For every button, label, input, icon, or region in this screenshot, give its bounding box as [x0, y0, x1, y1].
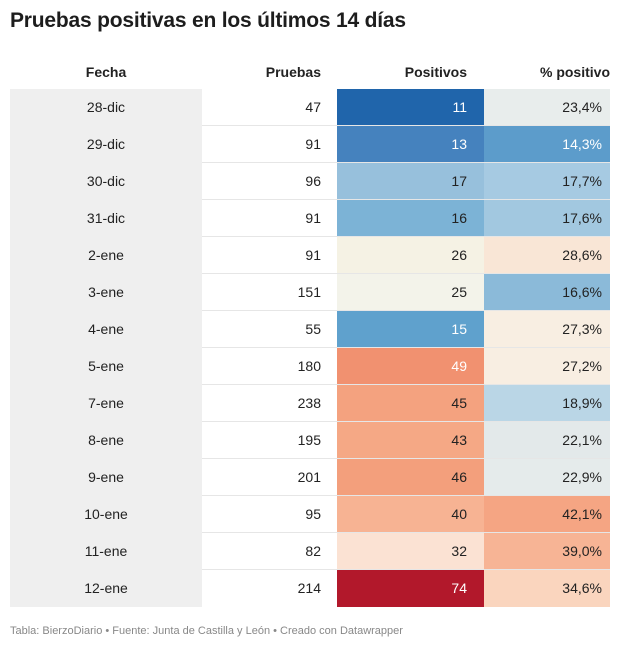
cell-fecha: 5-ene — [10, 348, 202, 385]
cell-fecha: 12-ene — [10, 570, 202, 607]
cell-pct-positivo: 22,1% — [484, 422, 610, 459]
cell-positivos: 32 — [337, 533, 484, 570]
cell-fecha: 29-dic — [10, 126, 202, 163]
cell-pct-positivo: 16,6% — [484, 274, 610, 311]
cell-positivos: 16 — [337, 200, 484, 237]
row-divider — [202, 532, 610, 533]
row-divider — [202, 125, 610, 126]
table-row: 10-ene 95 40 42,1% — [10, 496, 610, 533]
cell-positivos: 11 — [337, 89, 484, 126]
cell-positivos: 43 — [337, 422, 484, 459]
cell-positivos: 13 — [337, 126, 484, 163]
cell-pct-positivo: 22,9% — [484, 459, 610, 496]
header-fecha: Fecha — [85, 64, 127, 80]
cell-positivos: 46 — [337, 459, 484, 496]
footer-source-label: Fuente: Junta de Castilla y León — [112, 625, 271, 637]
cell-pct-positivo: 28,6% — [484, 237, 610, 274]
cell-positivos: 49 — [337, 348, 484, 385]
cell-pruebas: 47 — [305, 99, 321, 115]
cell-fecha: 8-ene — [10, 422, 202, 459]
table-row: 7-ene 238 45 18,9% — [10, 385, 610, 422]
row-divider — [202, 495, 610, 496]
row-divider — [202, 347, 610, 348]
row-divider — [202, 384, 610, 385]
cell-positivos: 26 — [337, 237, 484, 274]
cell-pruebas: 95 — [305, 506, 321, 522]
cell-fecha: 3-ene — [10, 274, 202, 311]
row-divider — [202, 569, 610, 570]
cell-positivos: 45 — [337, 385, 484, 422]
table-row: 12-ene 214 74 34,6% — [10, 570, 610, 607]
table-row: 9-ene 201 46 22,9% — [10, 459, 610, 496]
row-divider — [202, 458, 610, 459]
cell-fecha: 4-ene — [10, 311, 202, 348]
cell-fecha: 2-ene — [10, 237, 202, 274]
cell-fecha: 9-ene — [10, 459, 202, 496]
cell-fecha: 30-dic — [10, 163, 202, 200]
header-pruebas: Pruebas — [265, 64, 321, 80]
cell-fecha: 31-dic — [10, 200, 202, 237]
cell-pruebas: 201 — [297, 469, 321, 485]
cell-pct-positivo: 39,0% — [484, 533, 610, 570]
cell-pct-positivo: 42,1% — [484, 496, 610, 533]
cell-pct-positivo: 23,4% — [484, 89, 610, 126]
table-row: 2-ene 91 26 28,6% — [10, 237, 610, 274]
cell-pct-positivo: 18,9% — [484, 385, 610, 422]
cell-pct-positivo: 17,6% — [484, 200, 610, 237]
cell-positivos: 74 — [337, 570, 484, 607]
footer-table-label: Tabla: BierzoDiario — [10, 625, 103, 637]
cell-pct-positivo: 14,3% — [484, 126, 610, 163]
table-row: 29-dic 91 13 14,3% — [10, 126, 610, 163]
footer-separator: • — [270, 625, 281, 637]
row-divider — [202, 199, 610, 200]
chart-footer: Tabla: BierzoDiario • Fuente: Junta de C… — [10, 625, 403, 637]
table-row: 31-dic 91 16 17,6% — [10, 200, 610, 237]
cell-pruebas: 55 — [305, 321, 321, 337]
cell-pruebas: 151 — [297, 284, 321, 300]
cell-pct-positivo: 34,6% — [484, 570, 610, 607]
cell-pruebas: 82 — [305, 543, 321, 559]
cell-pct-positivo: 27,3% — [484, 311, 610, 348]
footer-tool-label: Creado con Datawrapper — [280, 625, 403, 637]
cell-pct-positivo: 17,7% — [484, 163, 610, 200]
table-header: Fecha Pruebas Positivos % positivo — [10, 60, 610, 88]
cell-pruebas: 91 — [305, 136, 321, 152]
row-divider — [202, 273, 610, 274]
cell-positivos: 40 — [337, 496, 484, 533]
cell-fecha: 10-ene — [10, 496, 202, 533]
data-table: 28-dic 47 11 23,4% 29-dic 91 13 14,3% 30-dic 96 17… — [10, 89, 610, 607]
table-row: 5-ene 180 49 27,2% — [10, 348, 610, 385]
row-divider — [202, 310, 610, 311]
footer-separator: • — [102, 625, 113, 637]
cell-pruebas: 91 — [305, 247, 321, 263]
table-row: 4-ene 55 15 27,3% — [10, 311, 610, 348]
cell-pruebas: 96 — [305, 173, 321, 189]
cell-pruebas: 180 — [297, 358, 321, 374]
cell-positivos: 17 — [337, 163, 484, 200]
table-row: 30-dic 96 17 17,7% — [10, 163, 610, 200]
cell-positivos: 25 — [337, 274, 484, 311]
row-divider — [202, 162, 610, 163]
cell-pruebas: 91 — [305, 210, 321, 226]
chart-title: Pruebas positivas en los últimos 14 días — [10, 9, 406, 32]
cell-positivos: 15 — [337, 311, 484, 348]
table-row: 28-dic 47 11 23,4% — [10, 89, 610, 126]
cell-pruebas: 214 — [297, 580, 321, 596]
cell-fecha: 7-ene — [10, 385, 202, 422]
row-divider — [202, 236, 610, 237]
cell-fecha: 11-ene — [10, 533, 202, 570]
header-pct-positivo: % positivo — [539, 64, 610, 80]
table-row: 3-ene 151 25 16,6% — [10, 274, 610, 311]
table-row: 8-ene 195 43 22,1% — [10, 422, 610, 459]
cell-fecha: 28-dic — [10, 89, 202, 126]
row-divider — [202, 421, 610, 422]
cell-pruebas: 195 — [297, 432, 321, 448]
cell-pruebas: 238 — [297, 395, 321, 411]
table-row: 11-ene 82 32 39,0% — [10, 533, 610, 570]
header-positivos: Positivos — [404, 64, 467, 80]
cell-pct-positivo: 27,2% — [484, 348, 610, 385]
